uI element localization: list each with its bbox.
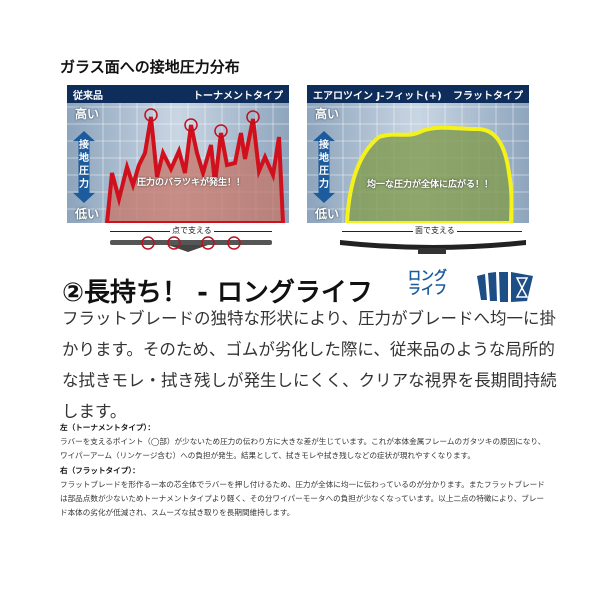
- right-panel-header: エアロツイン J-フィット(+) フラットタイプ: [307, 85, 529, 103]
- axis-label: 接地圧力: [319, 140, 329, 190]
- right-note-title: 右（フラットタイプ）：: [60, 465, 140, 475]
- notes: 左（トーナメントタイプ）： ラバーを支えるポイント（◯部）が少ないため圧力の伝わ…: [60, 421, 550, 520]
- long-life-text2: ライフ: [408, 283, 448, 298]
- left-pressure-panel: 従来品 トーナメントタイプ 高い 接地圧力 低い 圧力のバラツキが発生！！: [67, 85, 289, 223]
- feature-description: フラットブレードの独特な形状により、圧力がブレードへ均一に掛かります。そのため、…: [62, 309, 557, 421]
- section-title: ガラス面への接地圧力分布: [60, 58, 240, 76]
- high-label: 高い: [75, 107, 100, 121]
- tournament-blade-image: [110, 236, 272, 252]
- right-header-label: エアロツイン J-フィット(+): [313, 90, 442, 102]
- long-life-label: ロング ライフ: [408, 270, 447, 298]
- pressure-message: 圧力のバラツキが発生！！: [137, 178, 246, 188]
- pressure-axis-arrow-icon: [73, 131, 95, 203]
- feature-heading: ②長持ち！ - ロングライフ: [62, 278, 373, 308]
- left-panel-header: 従来品 トーナメントタイプ: [67, 85, 289, 103]
- low-label: 低い: [75, 207, 100, 221]
- left-note-text: ラバーを支えるポイント（◯部）が少ないため圧力の伝わり方に大きな差が生じています…: [60, 437, 546, 461]
- pressure-message: 均一な圧力が全体に広がる！！: [367, 180, 494, 190]
- right-pressure-graph: [307, 103, 529, 223]
- right-header-type: フラットタイプ: [453, 90, 523, 102]
- left-header-type: トーナメントタイプ: [193, 90, 283, 102]
- left-pressure-graph: [67, 103, 289, 223]
- low-label: 低い: [315, 207, 340, 221]
- flat-blade-image: [340, 240, 526, 254]
- pressure-area: [104, 116, 286, 223]
- pressure-axis-arrow-icon: [313, 131, 335, 203]
- left-support-label: 点で支える: [170, 225, 214, 236]
- high-label: 高い: [315, 107, 340, 121]
- pressure-area: [344, 125, 514, 223]
- peak-circles: [144, 108, 260, 138]
- long-life-hourglass-icon: [477, 272, 533, 302]
- right-note-text: フラットブレードを形作る一本の芯全体でラバーを押し付けるため、圧力が全体に均一に…: [60, 479, 545, 518]
- axis-label: 接地圧力: [79, 140, 89, 190]
- right-pressure-panel: エアロツイン J-フィット(+) フラットタイプ 高い 接地圧力 低い 均一な圧力…: [307, 85, 529, 223]
- right-support-label: 面で支える: [413, 225, 457, 236]
- left-note-title: 左（トーナメントタイプ）：: [60, 423, 155, 432]
- long-life-text1: ロング: [408, 269, 448, 284]
- left-header-label: 従来品: [73, 90, 103, 102]
